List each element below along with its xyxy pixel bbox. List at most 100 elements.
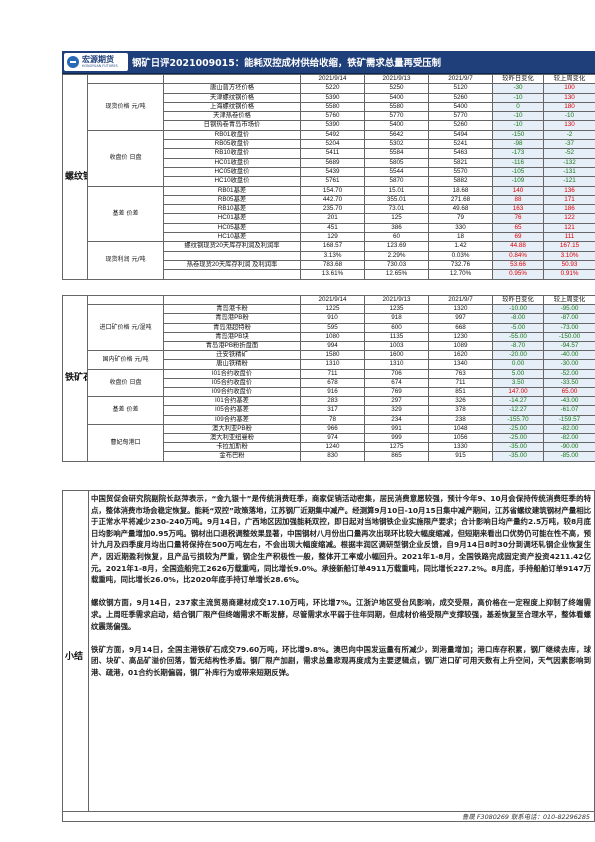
table-row: 金布巴粉 830 865 915 -35.00 -85.00 [63, 451, 595, 462]
value-cell: 129 [300, 232, 365, 243]
daily-change-cell: -30 [492, 83, 544, 94]
table-row: 现货价格 元/吨 唐山普方坯价格 5220 5250 5120 -30 100 [63, 83, 595, 131]
column-header: 较昨日变化 [492, 73, 544, 85]
weekly-change-cell: -37 [543, 139, 595, 150]
item-name: HC10基差 [163, 232, 301, 243]
daily-change-cell: -10 [492, 111, 544, 122]
value-cell: 865 [364, 451, 429, 462]
value-cell: 966 [300, 423, 365, 435]
table-row: HC01基差 201 125 79 76 122 [63, 213, 595, 224]
value-cell: 1.42 [428, 241, 493, 252]
item-name: HC01收盘价 [163, 157, 301, 168]
item-name: 日钢热卷青岛市场价 [163, 120, 301, 131]
daily-change-cell: -10 [492, 92, 544, 103]
item-name: 卡拉加斯粉 [163, 442, 301, 453]
weekly-change-cell: -150.00 [543, 331, 595, 343]
value-cell: 997 [428, 313, 493, 324]
header-blank [87, 73, 164, 85]
value-cell: 1230 [428, 331, 493, 343]
column-header: 较上周变化 [543, 73, 595, 85]
value-cell: 125 [364, 213, 429, 224]
weekly-change-cell: 111 [543, 232, 595, 243]
value-cell: 5492 [300, 129, 365, 141]
value-cell: 991 [364, 423, 429, 435]
weekly-change-cell: 100 [543, 83, 595, 94]
value-cell: 5584 [364, 148, 429, 159]
value-cell: 5580 [300, 101, 365, 113]
item-name: RB10收盘价 [163, 148, 301, 159]
daily-change-cell: 0.84% [492, 250, 544, 261]
value-cell: 1600 [364, 350, 429, 361]
table-row: I05合约收盘价 678 674 711 3.50 -33.50 [63, 377, 595, 389]
item-name: HC01基差 [163, 213, 301, 224]
value-cell: 123.69 [364, 241, 429, 252]
value-cell: 5250 [364, 83, 429, 94]
daily-change-cell: 0.00 [492, 359, 544, 370]
table-row: 国内矿价格 元/吨 迁安铁精矿 1580 1600 1620 -20.00 -40.00 [63, 350, 595, 370]
daily-change-cell: -35.00 [492, 451, 544, 462]
item-name: I05合约收盘价 [163, 377, 301, 389]
table-row: 基差 价差 I01合约基差 283 297 326 -14.27 -43.00 [63, 396, 595, 425]
value-cell: 317 [300, 405, 365, 416]
weekly-change-cell: 3.10% [543, 250, 595, 261]
table-row: 青岛港PB粉 910 918 997 -8.00 -87.00 [63, 313, 595, 324]
logo-subtext: HONGYUAN FUTURES [82, 64, 118, 68]
weekly-change-cell: 136 [543, 185, 595, 196]
value-cell: 994 [300, 341, 365, 352]
value-cell: 378 [428, 405, 493, 416]
column-header: 2021/9/7 [428, 73, 493, 85]
header-blank [163, 294, 301, 306]
daily-change-cell: -109 [492, 176, 544, 187]
value-cell: 5390 [300, 92, 365, 103]
value-cell: 1310 [364, 359, 429, 370]
value-cell: 1240 [300, 442, 365, 453]
value-cell: 915 [428, 451, 493, 462]
daily-change-cell: -98 [492, 139, 544, 150]
item-name: 金布巴粉 [163, 451, 301, 462]
header-banner: 宏源期货 HONGYUAN FUTURES 钢矿日评2021009015：能耗双… [62, 51, 595, 75]
value-cell: 600 [364, 322, 429, 333]
value-cell: 1080 [300, 331, 365, 343]
column-header: 2021/9/13 [364, 294, 429, 306]
value-cell: 1089 [428, 341, 493, 352]
column-header: 2021/9/14 [300, 294, 365, 306]
item-name: 澳大利亚纽曼粉 [163, 433, 301, 444]
value-cell: 5120 [428, 83, 493, 94]
daily-change-cell: -14.27 [492, 396, 544, 407]
daily-change-cell: -116 [492, 157, 544, 168]
table-row: HC10收盘价 5761 5870 5882 -109 -121 [63, 176, 595, 187]
value-cell: 5260 [428, 120, 493, 131]
daily-change-cell: -105 [492, 166, 544, 178]
item-name: I09合约收盘价 [163, 387, 301, 398]
value-cell: 769 [364, 387, 429, 398]
table-row: 青岛港PB块 1080 1135 1230 -55.00 -150.00 [63, 331, 595, 343]
item-name: 螺纹钢现货20天库存利润及利润率 [163, 241, 301, 252]
value-cell: 201 [300, 213, 365, 224]
item-name: 唐山铁精粉 [163, 359, 301, 370]
weekly-change-cell: -73.00 [543, 322, 595, 333]
summary-paragraph-macro: 中国贸促会研究院副院长赵萍表示，“金九银十”是传统消费旺季，商家促销活动密集，居… [91, 494, 591, 585]
value-cell: 1580 [300, 350, 365, 361]
weekly-change-cell: 130 [543, 120, 595, 131]
value-cell: 234 [364, 414, 429, 425]
value-cell: 851 [428, 387, 493, 398]
item-name: 唐山普方坯价格 [163, 83, 301, 94]
weekly-change-cell: -52 [543, 148, 595, 159]
daily-change-cell: 69 [492, 232, 544, 243]
weekly-change-cell: -40.00 [543, 350, 595, 361]
table-row: 热卷现货20天库存利润 及利润率 783.68 730.03 732.76 53.66 5… [63, 259, 595, 271]
item-name: 青岛港卡粉 [163, 304, 301, 315]
daily-change-cell: -35.00 [492, 442, 544, 453]
value-cell: 12.70% [428, 269, 493, 280]
value-cell: 18 [428, 232, 493, 243]
value-cell: 732.76 [428, 259, 493, 271]
summary-paragraph-ore: 铁矿方面，9月14日，全国主港铁矿石成交79.60万吨，环比增9.8%。澳巴向中… [91, 644, 591, 677]
weekly-change-cell: -52.00 [543, 368, 595, 379]
value-cell: 5463 [428, 148, 493, 159]
daily-change-cell: -20.00 [492, 350, 544, 361]
value-cell: 18.68 [428, 185, 493, 196]
item-name: RB01基差 [163, 185, 301, 196]
value-cell: 5302 [364, 139, 429, 150]
weekly-change-cell: -87.00 [543, 313, 595, 324]
group-label: 基差 价差 [87, 396, 164, 425]
